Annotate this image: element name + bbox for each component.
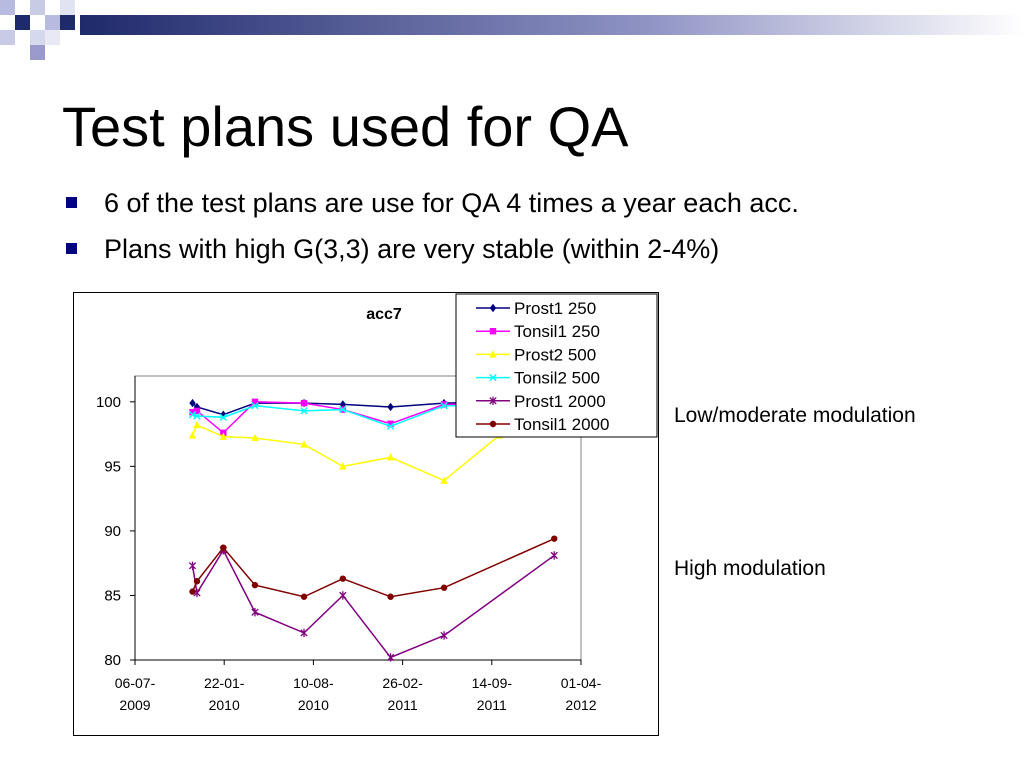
x-tick-label: 2012 [565, 697, 596, 713]
x-tick-label: 2011 [388, 697, 418, 713]
header-square [45, 15, 60, 30]
y-tick-label: 100 [96, 394, 121, 411]
bullet-item: 6 of the test plans are use for QA 4 tim… [64, 180, 799, 226]
x-tick-label: 10-08- [293, 675, 334, 691]
legend-label: Prost2 500 [514, 345, 596, 364]
header-square [45, 30, 60, 45]
legend-box [455, 293, 658, 438]
header-square [60, 0, 75, 15]
data-point [189, 588, 196, 595]
legend-marker [489, 328, 497, 335]
data-point [440, 401, 448, 410]
x-tick-label: 01-04- [561, 675, 602, 691]
series-line [191, 424, 500, 482]
data-point [300, 440, 308, 448]
data-point [300, 407, 308, 415]
data-point [440, 476, 448, 484]
header-gradient-bar [80, 15, 1024, 35]
chart-title: acc7 [366, 306, 402, 323]
header-square [30, 30, 45, 45]
chart-frame: 80 85 90 95 100 06-07- 2009 22-01- 2010 10-08- 201… [73, 292, 659, 736]
data-point [188, 431, 197, 439]
data-point [551, 535, 558, 542]
bullet-item: Plans with high G(3,3) are very stable (… [64, 226, 799, 272]
header-square [0, 30, 15, 45]
legend-marker [489, 420, 497, 428]
legend-marker [489, 350, 497, 358]
data-point [193, 578, 201, 585]
x-tick-label: 26-02- [382, 675, 423, 691]
data-point [189, 408, 196, 416]
data-point [300, 399, 308, 407]
data-point [220, 544, 227, 551]
data-point [339, 575, 347, 582]
data-point [193, 420, 201, 429]
bullet-square-icon [66, 197, 77, 208]
legend-label: Tonsil1 2000 [514, 415, 609, 434]
data-point [387, 420, 394, 427]
slide-title: Test plans used for QA [62, 95, 629, 158]
data-point [251, 398, 259, 406]
data-point [300, 593, 308, 600]
bullet-text: Plans with high G(3,3) are very stable (… [104, 234, 720, 264]
data-point [339, 405, 347, 414]
data-point [339, 400, 347, 409]
legend-label: Prost1 2000 [514, 392, 606, 411]
series-line [191, 548, 555, 659]
bullet-text: 6 of the test plans are use for QA 4 tim… [104, 188, 799, 218]
data-point [188, 411, 197, 419]
x-tick-label: 2011 [477, 697, 507, 713]
legend-label: Tonsil1 250 [514, 322, 600, 341]
header-square [30, 45, 45, 60]
data-point [440, 584, 448, 591]
x-tick-label: 2010 [298, 697, 329, 713]
x-tick-label: 06-07- [115, 675, 156, 691]
legend-label: Prost1 250 [514, 299, 596, 318]
data-point [300, 628, 308, 638]
annotation-low-modulation: Low/moderate modulation [674, 404, 916, 427]
y-tick-label: 80 [104, 652, 121, 669]
y-tick-label: 90 [104, 523, 121, 540]
data-point [387, 593, 394, 600]
line-chart: 80 85 90 95 100 06-07- 2009 22-01- 2010 10-08- 201… [96, 293, 658, 713]
data-point [386, 453, 395, 461]
data-point [386, 653, 395, 662]
data-point [219, 432, 228, 440]
data-point [386, 422, 395, 431]
data-point [193, 412, 201, 420]
bullet-list: 6 of the test plans are use for QA 4 tim… [64, 180, 799, 272]
data-point [440, 631, 448, 640]
header-decoration [0, 0, 1024, 60]
data-point [219, 413, 228, 422]
data-point [339, 462, 347, 470]
data-point [339, 591, 347, 600]
data-point [251, 401, 259, 410]
y-tick-label: 95 [104, 458, 121, 475]
legend-marker [489, 373, 497, 382]
header-square [60, 15, 75, 30]
series-line [191, 537, 555, 598]
x-tick-label: 22-01- [204, 675, 245, 691]
data-point [251, 581, 259, 589]
header-square [0, 0, 15, 15]
x-tick-label: 14-09- [472, 675, 513, 691]
data-point [251, 433, 259, 442]
legend-marker [489, 303, 497, 313]
data-point [189, 398, 196, 408]
legend-marker [489, 396, 497, 405]
y-tick-label: 85 [104, 587, 121, 604]
data-point [387, 402, 394, 412]
data-point [550, 551, 558, 560]
header-square [15, 15, 30, 30]
data-point [193, 407, 201, 415]
bullet-square-icon [66, 243, 77, 254]
header-square [30, 0, 45, 15]
x-tick-label: 2009 [119, 697, 150, 713]
x-tick-label: 2010 [209, 697, 240, 713]
annotation-high-modulation: High modulation [674, 557, 826, 580]
data-point [440, 401, 448, 408]
data-point [188, 561, 197, 570]
data-point [251, 608, 259, 617]
legend-label: Tonsil2 500 [514, 369, 600, 388]
